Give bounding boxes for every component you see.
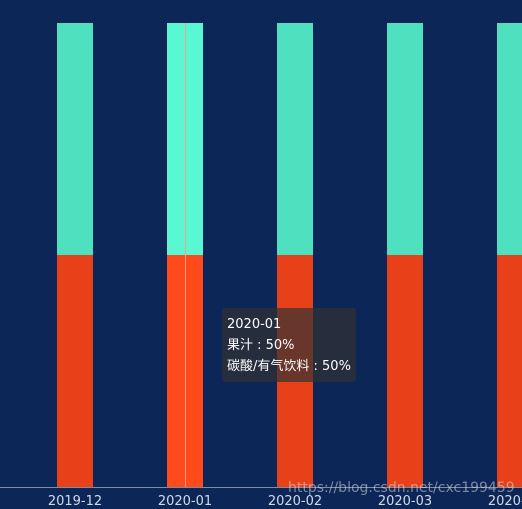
tooltip-title: 2020-01 xyxy=(227,317,282,332)
bar-2019-12-series-0[interactable] xyxy=(57,255,93,487)
x-tick-label-2020-02: 2020-02 xyxy=(268,494,322,509)
x-tick-label-2020-01: 2020-01 xyxy=(158,494,212,509)
bar-2020-02-series-1[interactable] xyxy=(277,23,313,255)
watermark-text: https://blog.csdn.net/cxc199459 xyxy=(288,480,515,496)
bar-2020-03-series-0[interactable] xyxy=(387,255,423,487)
tooltip-line-soda: 碳酸/有气饮料 : 50% xyxy=(227,359,351,374)
bar-2020-03-series-1[interactable] xyxy=(387,23,423,255)
chart-tooltip: 2020-01 果汁 : 50% 碳酸/有气饮料 : 50% xyxy=(222,308,356,382)
bar-2020-04-series-1[interactable] xyxy=(497,23,522,255)
bar-2019-12-series-1[interactable] xyxy=(57,23,93,255)
x-tick-label-2019-12: 2019-12 xyxy=(48,494,102,509)
x-tick-label-2020-04: 2020-04 xyxy=(488,494,522,509)
tooltip-line-juice: 果汁 : 50% xyxy=(227,338,295,353)
x-tick-label-2020-03: 2020-03 xyxy=(378,494,432,509)
bar-2020-04-series-0[interactable] xyxy=(497,255,522,487)
